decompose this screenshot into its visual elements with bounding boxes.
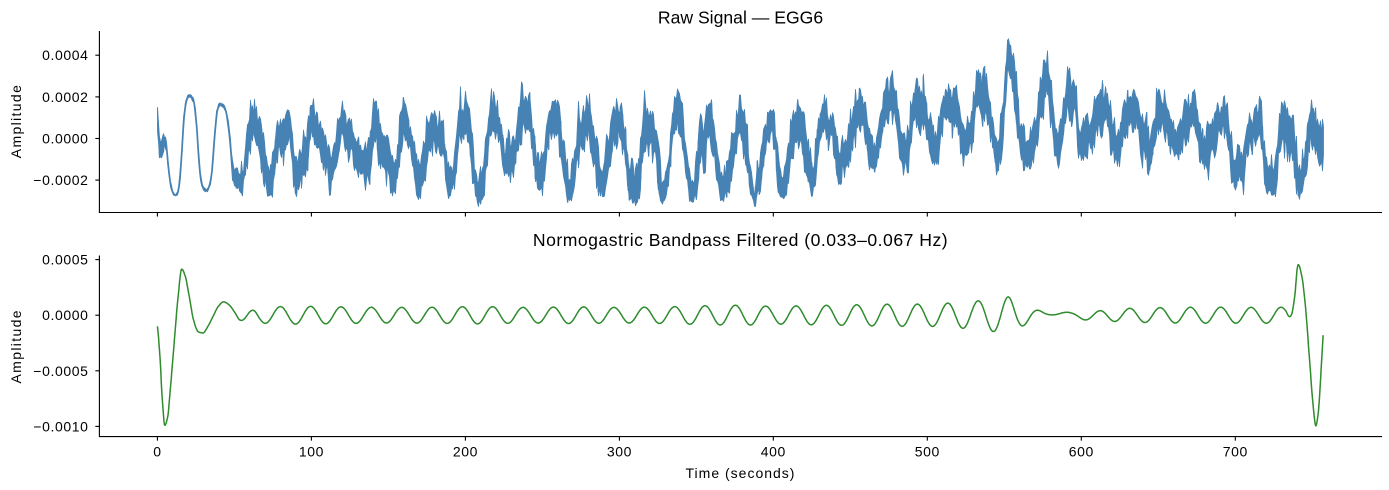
svg-text:Normogastric Bandpass Filtered: Normogastric Bandpass Filtered (0.033–0.…: [533, 230, 948, 250]
svg-text:0.0000: 0.0000: [42, 131, 88, 147]
svg-text:0.0000: 0.0000: [42, 307, 88, 323]
svg-text:100: 100: [299, 444, 324, 460]
svg-text:500: 500: [915, 444, 940, 460]
svg-text:0.0004: 0.0004: [42, 47, 88, 63]
svg-text:Time (seconds): Time (seconds): [686, 465, 796, 481]
svg-text:0.0002: 0.0002: [42, 89, 88, 105]
svg-text:−0.0010: −0.0010: [33, 418, 88, 434]
svg-text:400: 400: [761, 444, 786, 460]
svg-text:0.0005: 0.0005: [42, 252, 88, 268]
svg-text:Raw Signal — EGG6: Raw Signal — EGG6: [658, 7, 823, 27]
svg-text:600: 600: [1069, 444, 1094, 460]
svg-text:200: 200: [453, 444, 478, 460]
svg-text:300: 300: [607, 444, 632, 460]
svg-text:700: 700: [1223, 444, 1248, 460]
svg-text:−0.0005: −0.0005: [33, 363, 88, 379]
svg-text:0: 0: [153, 444, 161, 460]
svg-text:Amplitude: Amplitude: [8, 84, 24, 158]
svg-text:Amplitude: Amplitude: [8, 309, 24, 383]
svg-text:−0.0002: −0.0002: [33, 172, 88, 188]
